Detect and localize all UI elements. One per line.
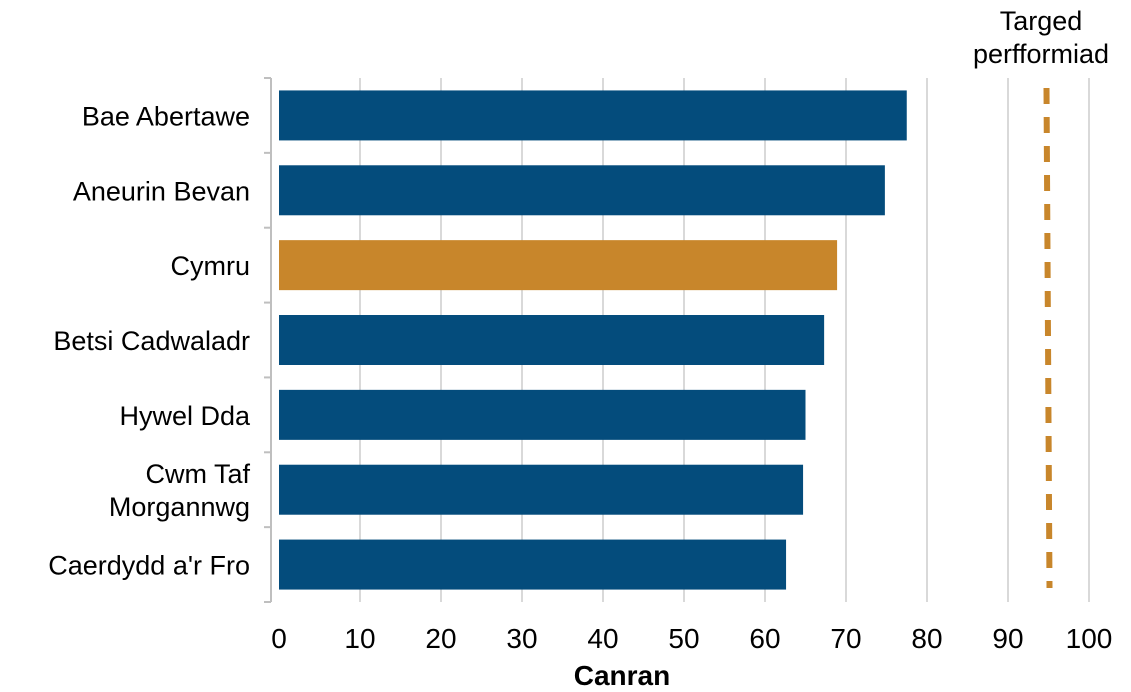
x-tick-label: 30 — [506, 623, 537, 654]
category-label-line: Morgannwg — [109, 492, 250, 522]
category-label: Cymru — [171, 251, 251, 281]
category-axis — [264, 77, 272, 603]
target-label-line: perfformiad — [973, 39, 1109, 69]
x-tick-label: 20 — [425, 623, 456, 654]
target-label: Targed perfformiad — [973, 6, 1109, 69]
x-tick-label: 90 — [992, 623, 1023, 654]
category-label: Betsi Cadwaladr — [53, 326, 250, 356]
bar-highlight — [279, 240, 838, 291]
x-tick-label: 80 — [911, 623, 942, 654]
target-line — [1043, 87, 1053, 589]
category-label: Cwm Taf Morgannwg — [109, 459, 251, 522]
bar — [279, 315, 825, 365]
category-label-line: Betsi Cadwaladr — [53, 326, 250, 356]
x-tick-label: 60 — [749, 623, 780, 654]
x-tick-label: 70 — [830, 623, 861, 654]
category-label-line: Cwm Taf — [145, 459, 250, 489]
x-axis-title: Canran — [574, 660, 670, 691]
bars — [279, 90, 907, 590]
bar — [279, 90, 907, 141]
category-label: Caerdydd a'r Fro — [48, 551, 250, 581]
x-tick-label: 50 — [668, 623, 699, 654]
category-label-line: Caerdydd a'r Fro — [48, 551, 250, 581]
category-label-line: Hywel Dda — [119, 401, 251, 431]
x-tick-labels: 0 10 20 30 40 50 60 70 80 90 100 — [271, 623, 1112, 654]
bar — [279, 165, 885, 216]
category-label-line: Cymru — [171, 251, 251, 281]
bar — [279, 389, 806, 440]
category-label-line: Aneurin Bevan — [73, 176, 250, 206]
category-labels: Bae Abertawe Aneurin Bevan Cymru Betsi Cadw… — [48, 101, 251, 580]
category-label-line: Bae Abertawe — [82, 101, 250, 131]
target-label-line: Targed — [1000, 6, 1083, 36]
x-tick-label: 0 — [271, 623, 287, 654]
category-label: Bae Abertawe — [82, 101, 250, 131]
x-tick-label: 100 — [1066, 623, 1113, 654]
bar — [279, 539, 787, 590]
bar — [279, 464, 804, 515]
x-tick-label: 40 — [587, 623, 618, 654]
x-tick-label: 10 — [344, 623, 375, 654]
category-label: Hywel Dda — [119, 401, 251, 431]
category-label: Aneurin Bevan — [73, 176, 250, 206]
target-dashed-line — [1043, 87, 1053, 589]
